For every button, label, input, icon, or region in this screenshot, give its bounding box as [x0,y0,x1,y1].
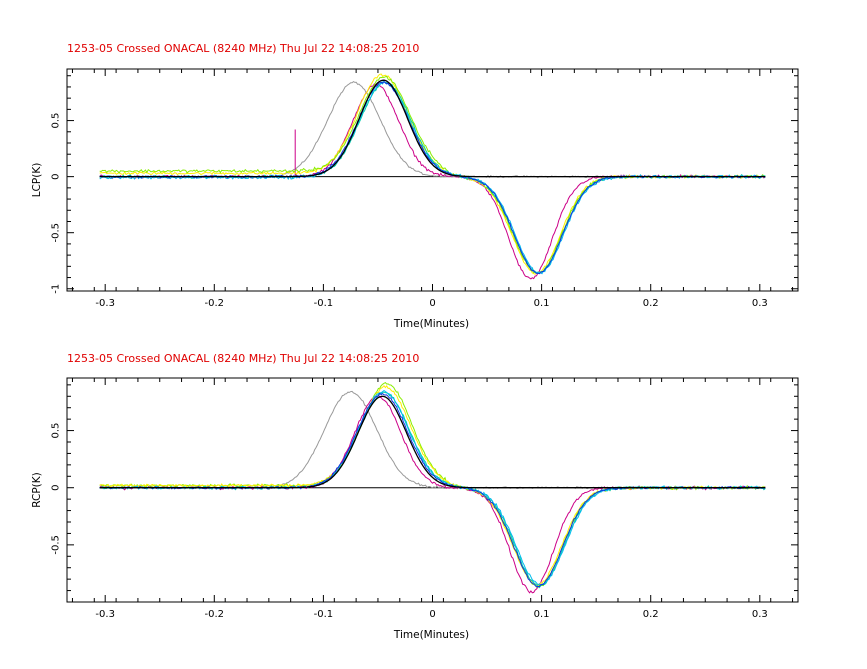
x-axis-label: Time(Minutes) [393,629,469,641]
x-tick-label: 0.2 [643,298,659,309]
series-line-8 [99,395,766,489]
x-tick-label: 0.3 [752,298,768,309]
y-tick-label: 0 [51,173,62,179]
chart-panel-1: 1253-05 Crossed ONACAL (8240 MHz) Thu Ju… [31,42,799,330]
x-axis-label: Time(Minutes) [393,318,469,330]
x-tick-label: -0.1 [314,298,334,309]
y-tick-label: -1 [51,284,62,294]
x-tick-label: 0 [429,298,435,309]
chart-panel-2: 1253-05 Crossed ONACAL (8240 MHz) Thu Ju… [31,352,799,641]
series-line-5 [99,391,766,589]
series-line-2 [99,83,766,280]
x-tick-label: 0.3 [752,609,768,620]
series-line-7 [99,392,766,588]
y-axis-label: LCP(K) [31,163,43,198]
x-tick-label: -0.2 [205,609,225,620]
series-line-4 [99,75,766,274]
plot-frame [66,68,799,292]
y-tick-label: 0 [51,485,62,491]
y-tick-label: -0.5 [51,223,62,243]
chart-title: 1253-05 Crossed ONACAL (8240 MHz) Thu Ju… [67,42,419,55]
y-axis-label: RCP(K) [31,472,43,508]
x-tick-label: -0.1 [314,609,334,620]
x-tick-label: -0.2 [205,298,225,309]
series-line-8 [99,79,766,178]
x-tick-label: -0.3 [95,298,115,309]
chart-title: 1253-05 Crossed ONACAL (8240 MHz) Thu Ju… [67,352,419,365]
series-line-2 [99,394,766,594]
x-tick-label: 0 [429,609,435,620]
series-line-3 [99,381,766,588]
series-line-3 [99,73,766,275]
y-tick-label: 0.5 [51,423,62,439]
x-tick-label: 0.1 [534,298,550,309]
y-tick-label: -0.5 [51,535,62,555]
y-tick-label: 0.5 [51,113,62,129]
plot-frame [66,377,799,603]
x-tick-label: 0.1 [534,609,550,620]
x-tick-label: 0.2 [643,609,659,620]
series-line-4 [99,384,766,587]
x-tick-label: -0.3 [95,609,115,620]
